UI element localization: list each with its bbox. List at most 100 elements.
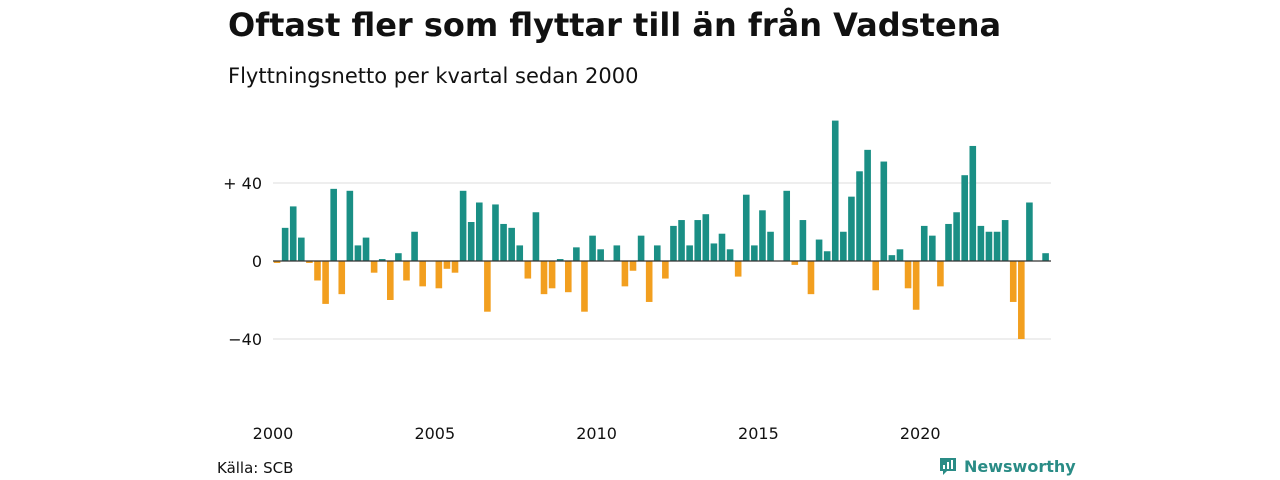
bar: [613, 245, 621, 261]
bar: [354, 245, 362, 261]
bar: [306, 261, 313, 263]
bar: [662, 261, 669, 279]
bar: [969, 145, 977, 261]
bar: [977, 225, 985, 261]
bar: [653, 245, 661, 261]
bar: [621, 261, 629, 287]
bar: [823, 251, 831, 261]
bar: [281, 227, 289, 261]
bar: [904, 261, 912, 289]
bar: [864, 149, 871, 261]
x-tick-label: 2020: [900, 424, 941, 443]
bar: [338, 261, 346, 295]
bar: [556, 259, 564, 261]
bar: [419, 261, 426, 287]
bar: [961, 175, 968, 261]
x-tick-label: 2015: [738, 424, 779, 443]
bar: [475, 202, 483, 261]
bar: [645, 261, 653, 302]
bar: [791, 261, 799, 265]
bar: [362, 237, 370, 261]
bar: [686, 245, 693, 261]
bar: [726, 249, 734, 261]
bar: [702, 214, 710, 261]
bar: [500, 223, 507, 261]
bar: [346, 190, 354, 261]
x-tick-label: 2005: [414, 424, 455, 443]
bar: [484, 261, 491, 312]
bar: [912, 261, 920, 310]
chart-subtitle: Flyttningsnetto per kvartal sedan 2000: [228, 64, 639, 88]
bar: [637, 235, 645, 261]
bar: [993, 231, 1001, 261]
bar: [370, 261, 378, 273]
bar: [403, 261, 410, 281]
bar: [678, 220, 685, 261]
bar: [289, 206, 297, 261]
bar: [872, 261, 880, 291]
y-tick-label: + 40: [223, 174, 262, 193]
bar: [670, 225, 677, 261]
bar: [920, 225, 928, 261]
y-tick-label: 0: [252, 252, 262, 271]
bar: [322, 261, 329, 304]
bar: [1026, 202, 1033, 261]
bar: [629, 261, 637, 271]
bar: [815, 239, 823, 261]
bar: [694, 220, 702, 261]
bar: [435, 261, 443, 289]
bar: [564, 261, 572, 293]
bar: [395, 253, 402, 261]
bar: [767, 231, 774, 261]
bar: [540, 261, 548, 295]
bar: [532, 212, 540, 261]
bar: [1009, 261, 1017, 302]
bar: [937, 261, 944, 287]
bar: [710, 243, 718, 261]
bar: [314, 261, 321, 281]
bar: [831, 120, 839, 261]
bar: [597, 249, 604, 261]
bar: [581, 261, 588, 312]
bar: [783, 190, 791, 261]
chart-title: Oftast fler som flyttar till än från Vad…: [228, 6, 1002, 44]
bar: [548, 261, 556, 289]
bar: [589, 235, 596, 261]
bar: [459, 190, 467, 261]
bar: [742, 194, 750, 261]
bar: [330, 188, 337, 261]
bar: [880, 161, 888, 261]
bar: [848, 196, 855, 261]
bar: [273, 261, 281, 263]
x-tick-label: 2010: [576, 424, 617, 443]
bar: [443, 261, 451, 269]
bar: [508, 227, 515, 261]
bar: [799, 220, 807, 261]
bar: [888, 255, 896, 261]
bar: [387, 261, 394, 300]
bar: [467, 222, 475, 261]
brand-logo: Newsworthy: [938, 456, 1076, 476]
brand-name: Newsworthy: [964, 456, 1076, 476]
x-tick-label: 2000: [253, 424, 294, 443]
newsworthy-logo-icon: [940, 458, 956, 475]
bar: [945, 223, 952, 261]
bar: [1001, 220, 1009, 261]
bar: [524, 261, 532, 279]
bar: [985, 231, 993, 261]
bar: [573, 247, 580, 261]
bar: [451, 261, 459, 273]
bar: [840, 231, 847, 261]
bar: [298, 237, 305, 261]
bar: [896, 249, 904, 261]
bar: [856, 171, 863, 261]
bar: [411, 231, 418, 261]
bar: [759, 210, 766, 261]
bar: [751, 245, 758, 261]
bar: [734, 261, 742, 277]
bar: [1042, 253, 1049, 261]
source-note: Källa: SCB: [217, 459, 294, 477]
bar: [1018, 261, 1025, 339]
bar: [516, 245, 524, 261]
